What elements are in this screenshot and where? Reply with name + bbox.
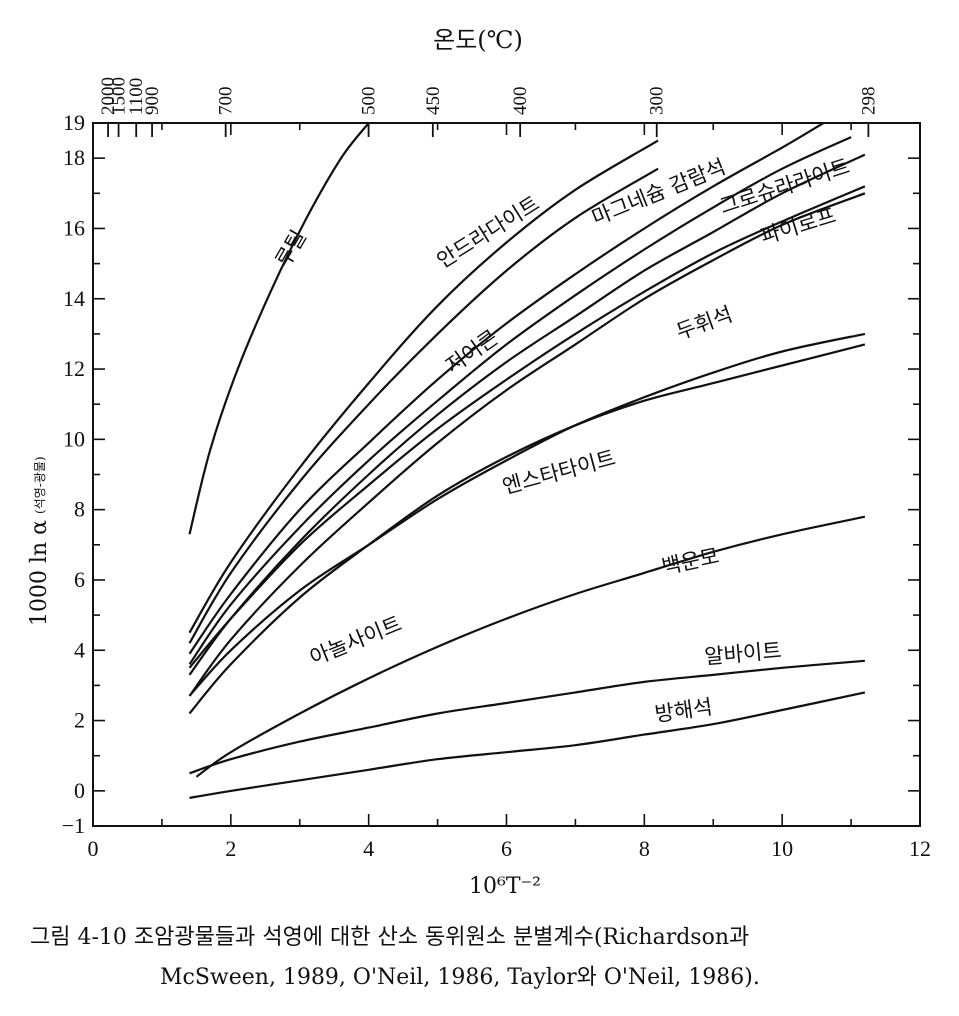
- y-axis-title-main: 1000 ln α: [27, 520, 52, 626]
- y-axis-ticks: −1 0 2 4 6 8 10 12 14 16 18 19: [62, 110, 920, 838]
- top-axis-tick-label: 298: [858, 87, 879, 116]
- y-axis-title: 1000 ln α (석영-광물): [27, 456, 52, 626]
- x-tick-label: 6: [501, 836, 512, 861]
- data-curves: [188, 122, 866, 799]
- series-line: [188, 343, 866, 715]
- series-line: [189, 691, 866, 799]
- x-tick-label: 10: [771, 836, 793, 861]
- y-tick-label: 14: [63, 286, 85, 311]
- caption-line-1: 그림 4-10 조암광물들과 석영에 대한 산소 동위원소 분별계수(Richa…: [30, 925, 750, 950]
- curve-label: 루틸: [271, 226, 311, 271]
- y-tick-label: 10: [63, 426, 85, 451]
- top-axis-tick-label: 450: [423, 87, 444, 116]
- top-axis-tick-label: 700: [216, 87, 237, 116]
- x-axis-title: 10⁶T⁻²: [469, 874, 541, 899]
- top-axis-tick-label: 400: [510, 87, 531, 116]
- series-line: [188, 167, 659, 644]
- top-axis-tick-label: 1500: [109, 77, 130, 115]
- y-tick-label: 19: [63, 110, 85, 135]
- x-tick-label: 0: [88, 836, 99, 861]
- curve-label: 안드라다이트: [433, 191, 544, 273]
- y-tick-label: 8: [74, 497, 85, 522]
- x-tick-label: 8: [639, 836, 650, 861]
- top-axis-tick-label: 900: [142, 87, 163, 116]
- curve-label: 아놀사이트: [306, 612, 405, 670]
- x-tick-label: 2: [225, 836, 236, 861]
- y-tick-label: 16: [63, 215, 85, 240]
- curve-label: 백운모: [659, 544, 721, 580]
- y-tick-label: −1: [62, 813, 85, 838]
- series-line: [188, 153, 866, 676]
- x-tick-label: 4: [363, 836, 374, 861]
- series-line: [188, 122, 370, 535]
- y-tick-label: 4: [74, 637, 85, 662]
- curve-label: 방해석: [653, 695, 714, 727]
- top-axis-tick-label: 500: [359, 87, 380, 116]
- series-line: [188, 332, 866, 697]
- top-axis-title: 온도(℃): [433, 26, 523, 54]
- curve-label: 파이로프: [758, 203, 839, 249]
- y-tick-label: 2: [74, 708, 85, 733]
- series-line: [188, 136, 852, 665]
- series-line: [188, 122, 825, 655]
- curve-label: 두휘석: [673, 302, 736, 344]
- x-axis-ticks: 0 2 4 6 8 10 12: [88, 123, 931, 861]
- top-axis-tick-label: 300: [647, 87, 668, 116]
- y-axis-title-sub: (석영-광물): [33, 456, 47, 514]
- x-tick-label: 12: [909, 836, 931, 861]
- curve-label: 알바이트: [704, 638, 783, 669]
- y-tick-label: 18: [63, 145, 85, 170]
- series-line: [188, 185, 866, 669]
- series-line: [188, 192, 866, 697]
- top-axis-tick-label: 1100: [126, 78, 147, 115]
- series-line: [195, 515, 866, 778]
- top-axis-tick-label: 2000: [98, 77, 119, 115]
- series-line: [189, 659, 865, 775]
- series-line: [188, 139, 659, 634]
- y-tick-label: 0: [74, 778, 85, 803]
- y-tick-label: 6: [74, 567, 85, 592]
- y-tick-label: 12: [63, 356, 85, 381]
- caption-line-2: McSween, 1989, O'Neil, 1986, Taylor와 O'N…: [160, 965, 760, 990]
